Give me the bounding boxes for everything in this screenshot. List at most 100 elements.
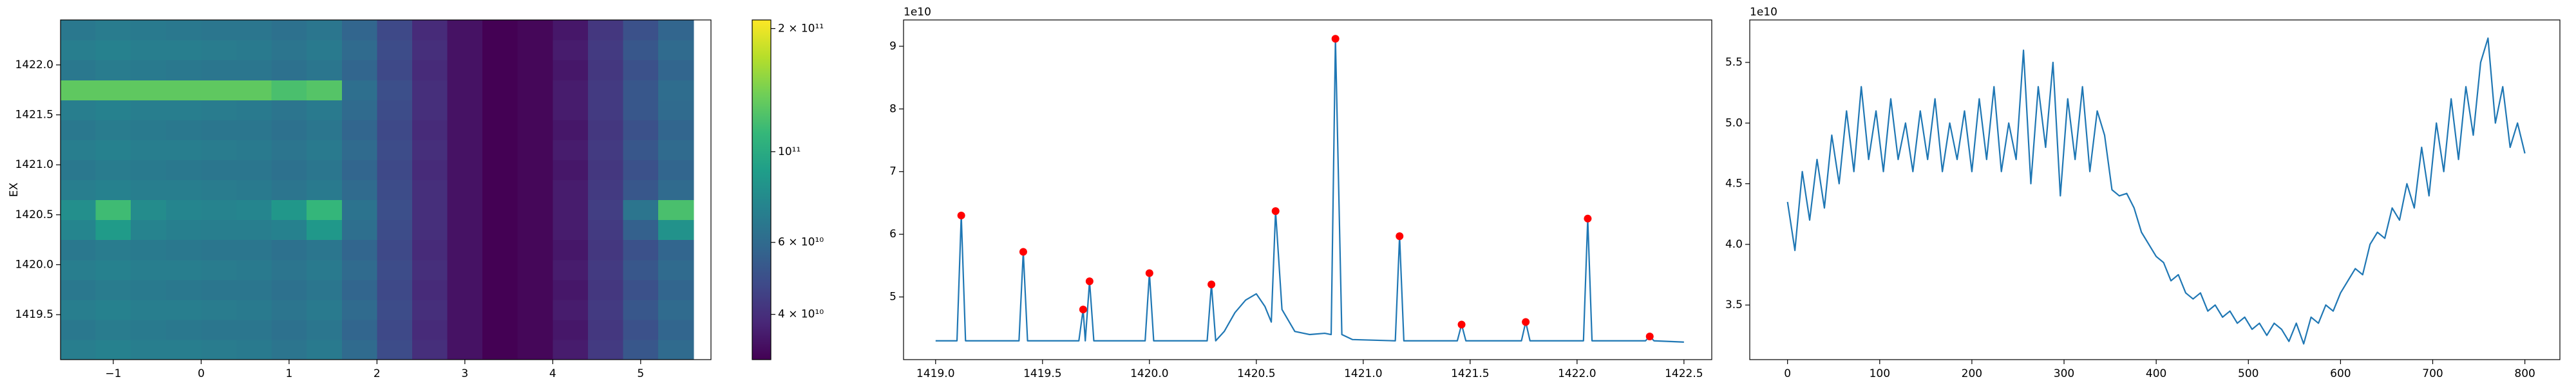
heatmap-cell [553, 179, 589, 201]
heatmap-cell [166, 179, 202, 201]
heatmap-cell [61, 299, 97, 320]
heatmap-cell [377, 279, 413, 300]
heatmap-cell [131, 319, 167, 340]
heatmap-cell [623, 339, 659, 360]
heatmap-cell [236, 299, 272, 320]
heatmap-cell [166, 140, 202, 161]
heatmap-cell [587, 120, 624, 140]
heatmap-cell [412, 179, 448, 201]
heatmap-cell [623, 279, 659, 300]
heatmap-cell [517, 120, 553, 140]
heatmap-cell [61, 120, 97, 140]
heatmap-cell [61, 279, 97, 300]
peak-marker [1145, 269, 1153, 277]
colorbar-tick-label: 2 × 10¹¹ [778, 22, 824, 35]
heatmap-cell [482, 160, 518, 181]
heatmap-cell [517, 299, 553, 320]
heatmap-cell [307, 339, 343, 360]
heatmap-cell [658, 40, 694, 60]
heatmap-cell [658, 219, 694, 241]
heatmap-cell [377, 299, 413, 320]
heatmap-cell [658, 319, 694, 340]
y-tick-label: 5 [889, 291, 896, 304]
heatmap-cell [447, 199, 483, 221]
heatmap-cell [482, 279, 518, 300]
heatmap-cell [623, 239, 659, 261]
heatmap-cell [623, 299, 659, 320]
heatmap-cell [131, 299, 167, 320]
heatmap-cell [307, 279, 343, 300]
heatmap-cell [553, 279, 589, 300]
y-tick-label: 4.0 [1725, 238, 1743, 251]
heatmap-cell [95, 219, 131, 241]
peak-marker [1457, 320, 1466, 329]
offset-label: 1e10 [1750, 6, 1777, 19]
heatmap-cell [341, 299, 377, 320]
heatmap-cell [377, 199, 413, 221]
heatmap-cell [553, 40, 589, 60]
heatmap-cell [623, 179, 659, 201]
heatmap-cell [307, 20, 343, 41]
heatmap-cell [377, 140, 413, 161]
heatmap-cell [307, 219, 343, 241]
heatmap-cell [482, 259, 518, 280]
heatmap-cell [412, 339, 448, 360]
axes-frame [60, 19, 712, 360]
heatmap-cell [271, 319, 307, 340]
heatmap-cell [271, 219, 307, 241]
x-tick-label: 100 [1870, 367, 1890, 380]
heatmap-cell [341, 80, 377, 100]
heatmap-cell [553, 219, 589, 241]
x-tick-label: 700 [2422, 367, 2443, 380]
heatmap-cell [271, 179, 307, 201]
x-tick-label: 4 [549, 367, 556, 380]
heatmap-cell [623, 80, 659, 100]
heatmap-cell [307, 100, 343, 120]
heatmap-cell [271, 140, 307, 161]
heatmap-cell [658, 120, 694, 140]
x-tick-label: 500 [2238, 367, 2259, 380]
heatmap-cell [412, 219, 448, 241]
x-tick-label: 5 [637, 367, 644, 380]
heatmap-cell [271, 299, 307, 320]
heatmap-cell [517, 239, 553, 261]
heatmap-cell [95, 299, 131, 320]
heatmap-cell [236, 279, 272, 300]
heatmap-cell [447, 120, 483, 140]
heatmap-cell [236, 40, 272, 60]
heatmap-cell [131, 259, 167, 280]
heatmap-cell [517, 259, 553, 280]
heatmap-cell [341, 60, 377, 80]
heatmap-cell [658, 179, 694, 201]
heatmap-cell [412, 160, 448, 181]
heatmap-cell [553, 120, 589, 140]
heatmap-cell [236, 120, 272, 140]
heatmap-cell [482, 100, 518, 120]
heatmap-cell [341, 20, 377, 41]
heatmap-cell [61, 219, 97, 241]
heatmap-cell [166, 160, 202, 181]
heatmap-cell [377, 239, 413, 261]
heatmap-cell [377, 319, 413, 340]
heatmap-cell [623, 20, 659, 41]
heatmap-cell [166, 199, 202, 221]
heatmap-cell [236, 179, 272, 201]
heatmap-cell [236, 259, 272, 280]
heatmap-cell [447, 239, 483, 261]
peak-marker [1019, 248, 1027, 256]
heatmap-cell [587, 179, 624, 201]
heatmap-cell [166, 239, 202, 261]
heatmap-cell [307, 179, 343, 201]
heatmap-cell [412, 279, 448, 300]
heatmap-cell [658, 80, 694, 100]
heatmap-cell [553, 319, 589, 340]
heatmap-cell [166, 20, 202, 41]
heatmap-cell [377, 120, 413, 140]
heatmap-cell [623, 140, 659, 161]
heatmap-cell [201, 60, 237, 80]
heatmap-cell [658, 20, 694, 41]
heatmap-cell [587, 319, 624, 340]
heatmap-cell [482, 339, 518, 360]
heatmap-cell [95, 279, 131, 300]
heatmap-cell [307, 160, 343, 181]
